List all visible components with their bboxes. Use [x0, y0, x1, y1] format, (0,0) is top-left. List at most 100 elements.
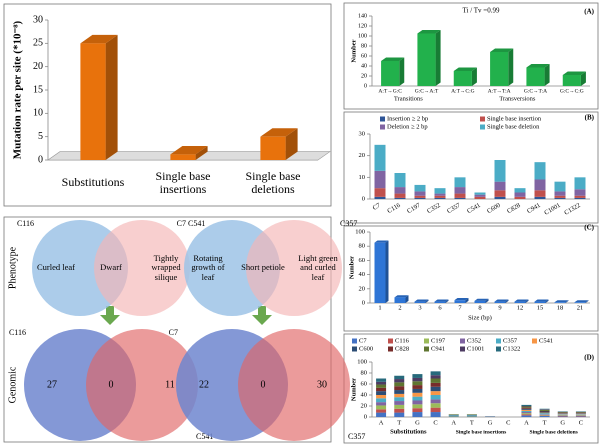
bar-segment [575, 413, 586, 414]
x-tick-label: 1 [378, 304, 381, 311]
bar-segment [534, 179, 546, 191]
y-tick-label: 0 [364, 83, 367, 89]
y-tick-label: 15 [33, 84, 43, 95]
bar-segment [494, 181, 506, 191]
bar-front [514, 301, 526, 303]
y-tick-label: 100 [358, 33, 367, 39]
bar-top [554, 300, 569, 303]
bar-segment [574, 177, 586, 190]
bar-segment [474, 196, 486, 199]
bar-top [434, 299, 449, 302]
legend-label: C941 [431, 345, 445, 352]
bar-segment [539, 409, 550, 411]
x-tick-label: C [579, 419, 583, 426]
bar-segment [521, 413, 532, 415]
venn-circle [246, 220, 342, 316]
set-label: C116 [17, 219, 34, 228]
y-tick-label: 30 [359, 130, 366, 137]
bar-segment [412, 385, 423, 389]
region-label: Rotating growth of leaf [191, 252, 225, 282]
bar-segment [412, 392, 423, 397]
bar-segment [539, 409, 550, 410]
region-label-box: Short petiole [241, 263, 285, 272]
bar-segment [412, 388, 423, 393]
bar-segment [394, 197, 406, 199]
region-label-box: Curled leaf [37, 262, 75, 273]
bar-segment [554, 191, 566, 196]
bar-segment [554, 197, 566, 199]
x-tick-label: 3 [418, 304, 421, 311]
bar-side [471, 67, 477, 86]
bar-side [385, 240, 389, 303]
bar-segment [521, 415, 532, 417]
bar-segment [412, 412, 423, 417]
y-tick-label: 20 [361, 402, 368, 409]
panel-label: (D) [584, 354, 594, 362]
bar-segment [376, 378, 387, 382]
region-label: Light green and curled leaf [298, 252, 338, 282]
bar-front [414, 301, 426, 303]
bar-segment [394, 401, 405, 405]
legend-label: C7 [359, 337, 367, 344]
bar-segment [412, 408, 423, 413]
x-tick-label: 12 [517, 304, 524, 311]
x-tick-label: C7 [372, 202, 383, 212]
legend-label: C600 [359, 345, 373, 352]
bar-segment [434, 197, 446, 199]
bar-segment [474, 194, 486, 197]
region-count: 11 [165, 379, 175, 390]
bar-segment [430, 386, 441, 392]
region-label: Curled leaf [37, 262, 75, 273]
x-tick-label-box: Substitutions [62, 176, 125, 189]
legend-label: Deletion ≥ 2 bp [387, 123, 428, 130]
region-label-box: Dwarf [100, 263, 122, 272]
group-label: Substitutions [390, 428, 427, 435]
set-label: C541 [188, 219, 205, 228]
x-tick-label: Single base deletions [245, 168, 301, 196]
bar-segment [557, 414, 568, 415]
bar-segment [394, 193, 406, 198]
y-axis-label: Mutation rate per site (*10⁻⁸) [12, 20, 24, 159]
bar-segment [414, 184, 426, 192]
legend-label: C828 [395, 345, 409, 352]
bar-segment [412, 396, 423, 401]
region-label-box: Rotating growth of leaf [191, 252, 225, 282]
x-tick-label: T [470, 419, 474, 426]
panel-frame [343, 2, 599, 110]
bar [526, 64, 550, 86]
legend-swatch [380, 124, 385, 130]
bar-side [465, 298, 469, 303]
bar-side [425, 299, 429, 303]
x-tick-label: A [524, 419, 529, 426]
bar [453, 67, 477, 86]
bar-side [508, 48, 514, 86]
y-tick-label: 5 [38, 131, 43, 142]
set-label: C7 [169, 328, 178, 337]
bar-segment [376, 384, 387, 388]
bar-segment [575, 412, 586, 413]
bar-segment [394, 375, 405, 380]
bar-segment [574, 195, 586, 198]
bar-segment [394, 404, 405, 409]
bar-segment [412, 377, 423, 382]
bar-segment [539, 415, 550, 417]
bar-segment [575, 411, 586, 413]
bar-front [453, 71, 472, 86]
bar-segment [376, 402, 387, 406]
bar-segment [466, 416, 477, 417]
y-tick-label: 30 [33, 14, 43, 25]
bar-segment [539, 415, 550, 416]
bar-top [453, 67, 477, 71]
region-count: 0 [109, 379, 114, 390]
bar-segment [454, 177, 466, 188]
panel-frame [343, 333, 599, 444]
bar-segment [434, 193, 446, 196]
y-tick-label: 40 [361, 63, 367, 69]
y-tick-label: 0 [364, 413, 367, 420]
bar-top [514, 299, 529, 302]
legend-label: Single base insertion [487, 115, 542, 122]
legend-label: C1322 [503, 345, 520, 352]
bar-segment [521, 404, 532, 406]
bar-segment [575, 416, 586, 417]
